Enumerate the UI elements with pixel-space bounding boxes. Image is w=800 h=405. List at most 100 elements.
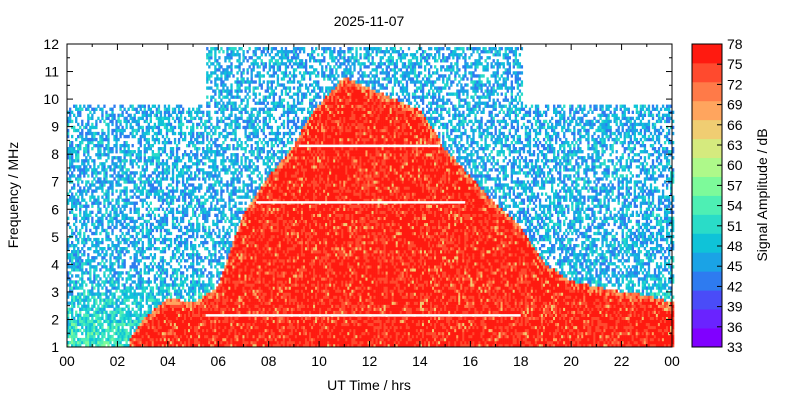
heatmap-cell xyxy=(89,268,92,272)
heatmap-cell xyxy=(252,216,255,221)
heatmap-cell xyxy=(232,322,235,327)
heatmap-cell xyxy=(87,256,90,260)
heatmap-cell xyxy=(248,343,251,348)
heatmap-cell xyxy=(91,280,94,284)
heatmap-cell xyxy=(147,343,150,348)
heatmap-cell xyxy=(244,237,247,242)
heatmap-cell xyxy=(87,204,90,208)
heatmap-cell xyxy=(177,334,181,339)
heatmap-cell xyxy=(222,328,225,333)
heatmap-cell xyxy=(244,207,247,211)
heatmap-cell xyxy=(173,310,177,314)
heatmap-cell xyxy=(141,201,144,205)
heatmap-cell xyxy=(196,198,199,202)
heatmap-cell xyxy=(113,292,116,296)
heatmap-cell xyxy=(200,319,203,324)
heatmap-cell xyxy=(198,204,201,208)
heatmap-cell xyxy=(71,150,74,154)
heatmap-cell xyxy=(135,298,138,302)
heatmap-cell xyxy=(85,322,88,327)
heatmap-cell xyxy=(238,207,241,211)
heatmap-cell xyxy=(131,189,134,193)
heatmap-cell xyxy=(234,247,237,251)
heatmap-cell xyxy=(190,280,193,284)
heatmap-cell xyxy=(240,225,243,230)
heatmap-cell xyxy=(119,162,122,166)
heatmap-cell xyxy=(232,304,235,308)
heatmap-cell xyxy=(151,210,155,214)
heatmap-cell xyxy=(230,289,233,293)
heatmap-cell xyxy=(125,295,128,299)
heatmap-cell xyxy=(151,162,155,166)
heatmap-cell xyxy=(188,234,191,239)
heatmap-cell xyxy=(177,298,181,302)
heatmap-cell xyxy=(214,71,217,75)
heatmap-cell xyxy=(135,189,138,193)
heatmap-cell xyxy=(117,337,120,342)
heatmap-cell xyxy=(228,207,231,211)
heatmap-cell xyxy=(252,277,255,281)
heatmap-cell xyxy=(103,137,106,142)
heatmap-cell xyxy=(208,131,211,136)
heatmap-cell xyxy=(175,159,179,163)
heatmap-cell xyxy=(73,213,76,218)
heatmap-cell xyxy=(111,322,114,327)
heatmap-cell xyxy=(71,295,74,299)
heatmap-cell xyxy=(177,250,181,254)
heatmap-cell xyxy=(141,113,144,118)
heatmap-cell xyxy=(179,104,183,108)
heatmap-cell xyxy=(85,331,88,336)
heatmap-cell xyxy=(183,322,187,327)
heatmap-cell xyxy=(240,80,243,84)
heatmap-cell xyxy=(147,337,150,342)
heatmap-cell xyxy=(185,334,189,339)
heatmap-cell xyxy=(87,319,90,324)
heatmap-cell xyxy=(246,86,249,90)
heatmap-cell xyxy=(240,256,243,260)
heatmap-cell xyxy=(190,150,193,154)
heatmap-cell xyxy=(190,234,193,239)
heatmap-cell xyxy=(194,331,197,336)
heatmap-cell xyxy=(183,316,187,321)
heatmap-cell xyxy=(89,277,92,281)
heatmap-cell xyxy=(101,250,104,254)
heatmap-cell xyxy=(159,110,163,114)
heatmap-cell xyxy=(183,259,187,263)
heatmap-cell xyxy=(206,80,209,84)
heatmap-cell xyxy=(151,125,155,130)
heatmap-cell xyxy=(216,304,219,308)
heatmap-cell xyxy=(226,104,229,108)
heatmap-cell xyxy=(159,271,163,275)
heatmap-cell xyxy=(228,283,231,287)
heatmap-cell xyxy=(93,195,96,199)
heatmap-cell xyxy=(133,150,136,154)
heatmap-cell xyxy=(117,256,120,260)
heatmap-cell xyxy=(210,259,213,263)
heatmap-cell xyxy=(133,340,136,345)
heatmap-cell xyxy=(212,304,215,308)
heatmap-cell xyxy=(173,313,177,317)
heatmap-cell xyxy=(216,47,219,51)
heatmap-cell xyxy=(141,277,144,281)
heatmap-cell xyxy=(246,228,249,233)
heatmap-cell xyxy=(214,150,217,154)
heatmap-cell xyxy=(246,298,249,302)
heatmap-cell xyxy=(119,189,122,193)
heatmap-cell xyxy=(214,140,217,145)
heatmap-cell xyxy=(210,310,213,314)
heatmap-cell xyxy=(127,277,130,281)
heatmap-cell xyxy=(73,183,76,187)
heatmap-cell xyxy=(175,219,179,224)
heatmap-cell xyxy=(228,304,231,308)
heatmap-cell xyxy=(173,283,177,287)
heatmap-cell xyxy=(79,219,82,224)
heatmap-cell xyxy=(81,331,84,336)
heatmap-cell xyxy=(137,110,140,114)
heatmap-cell xyxy=(95,240,98,245)
heatmap-cell xyxy=(73,204,76,208)
heatmap-cell xyxy=(151,310,155,314)
heatmap-cell xyxy=(125,289,128,293)
heatmap-cell xyxy=(91,125,94,130)
heatmap-cell xyxy=(228,253,231,257)
heatmap-cell xyxy=(113,283,116,287)
